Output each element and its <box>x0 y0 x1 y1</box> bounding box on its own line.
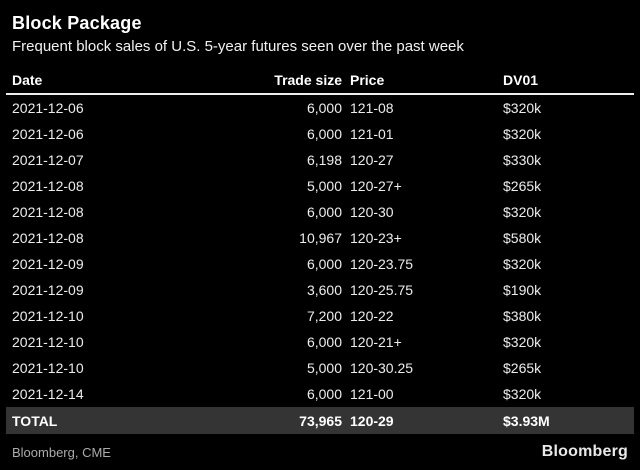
cell-price: 120-23.75 <box>350 256 414 272</box>
cell-price: 120-25.75 <box>350 282 414 298</box>
table-row: 2021-12-09 3,600 120-25.75 $190k <box>6 277 634 303</box>
cell-trade-size: 6,000 <box>306 204 342 220</box>
cell-price: 121-01 <box>350 126 394 142</box>
table-body: 2021-12-06 6,000 121-08 $320k 2021-12-06… <box>6 95 634 407</box>
cell-trade-size: 6,000 <box>306 386 342 402</box>
cell-price: 120-30 <box>350 204 394 220</box>
cell-date: 2021-12-08 <box>12 178 84 194</box>
cell-dv01: $380k <box>503 308 542 324</box>
table-row: 2021-12-07 6,198 120-27 $330k <box>6 147 634 173</box>
table-row: 2021-12-08 10,967 120-23+ $580k <box>6 225 634 251</box>
bloomberg-logo: Bloomberg <box>541 443 628 460</box>
cell-dv01: $265k <box>503 360 542 376</box>
cell-trade-size: 6,000 <box>306 126 342 142</box>
cell-trade-size: 5,000 <box>306 178 342 194</box>
total-trade-size: 73,965 <box>299 412 342 429</box>
cell-price: 120-22 <box>350 308 394 324</box>
column-header-dv01: DV01 <box>503 72 539 88</box>
chart-subtitle: Frequent block sales of U.S. 5-year futu… <box>12 38 464 55</box>
cell-trade-size: 7,200 <box>306 308 342 324</box>
cell-date: 2021-12-09 <box>12 282 84 298</box>
cell-price: 121-08 <box>350 100 394 116</box>
cell-date: 2021-12-06 <box>12 126 84 142</box>
chart-header: Block Package Frequent block sales of U.… <box>0 0 640 57</box>
chart-title: Block Package <box>12 13 142 33</box>
table-row: 2021-12-10 5,000 120-30.25 $265k <box>6 355 634 381</box>
cell-date: 2021-12-08 <box>12 230 84 246</box>
cell-trade-size: 3,600 <box>306 282 342 298</box>
cell-price: 120-27+ <box>350 178 402 194</box>
cell-trade-size: 6,000 <box>306 100 342 116</box>
table-row: 2021-12-14 6,000 121-00 $320k <box>6 381 634 407</box>
table-row: 2021-12-10 6,000 120-21+ $320k <box>6 329 634 355</box>
table-row: 2021-12-08 5,000 120-27+ $265k <box>6 173 634 199</box>
cell-date: 2021-12-10 <box>12 360 84 376</box>
source-text: Bloomberg, CME <box>12 444 111 460</box>
chart-footer: Bloomberg, CME Bloomberg <box>0 443 640 461</box>
cell-price: 120-21+ <box>350 334 402 350</box>
cell-date: 2021-12-10 <box>12 308 84 324</box>
table-row: 2021-12-06 6,000 121-01 $320k <box>6 121 634 147</box>
cell-trade-size: 6,000 <box>306 334 342 350</box>
cell-trade-size: 5,000 <box>306 360 342 376</box>
table-row: 2021-12-06 6,000 121-08 $320k <box>6 95 634 121</box>
cell-dv01: $320k <box>503 204 542 220</box>
total-price: 120-29 <box>350 412 394 429</box>
column-header-price: Price <box>350 72 385 88</box>
cell-date: 2021-12-07 <box>12 152 84 168</box>
cell-dv01: $265k <box>503 178 542 194</box>
column-header-date: Date <box>12 72 43 88</box>
cell-trade-size: 6,000 <box>306 256 342 272</box>
cell-dv01: $320k <box>503 386 542 402</box>
total-label: TOTAL <box>12 412 58 429</box>
cell-date: 2021-12-08 <box>12 204 84 220</box>
cell-price: 121-00 <box>350 386 394 402</box>
cell-date: 2021-12-14 <box>12 386 84 402</box>
cell-dv01: $320k <box>503 256 542 272</box>
cell-dv01: $190k <box>503 282 542 298</box>
table-header-row: Date Trade size Price DV01 <box>6 67 634 95</box>
table-row: 2021-12-09 6,000 120-23.75 $320k <box>6 251 634 277</box>
cell-dv01: $580k <box>503 230 542 246</box>
table-row: 2021-12-10 7,200 120-22 $380k <box>6 303 634 329</box>
cell-price: 120-23+ <box>350 230 402 246</box>
cell-date: 2021-12-10 <box>12 334 84 350</box>
cell-dv01: $320k <box>503 126 542 142</box>
total-dv01: $3.93M <box>503 412 550 429</box>
cell-price: 120-30.25 <box>350 360 414 376</box>
cell-dv01: $330k <box>503 152 542 168</box>
cell-trade-size: 10,967 <box>299 230 342 246</box>
cell-price: 120-27 <box>350 152 394 168</box>
column-header-trade-size: Trade size <box>274 72 342 88</box>
total-row: TOTAL 73,965 120-29 $3.93M <box>6 407 634 434</box>
data-table: Date Trade size Price DV01 2021-12-06 6,… <box>6 67 634 434</box>
table-row: 2021-12-08 6,000 120-30 $320k <box>6 199 634 225</box>
cell-trade-size: 6,198 <box>306 152 342 168</box>
cell-date: 2021-12-09 <box>12 256 84 272</box>
cell-date: 2021-12-06 <box>12 100 84 116</box>
cell-dv01: $320k <box>503 100 542 116</box>
cell-dv01: $320k <box>503 334 542 350</box>
